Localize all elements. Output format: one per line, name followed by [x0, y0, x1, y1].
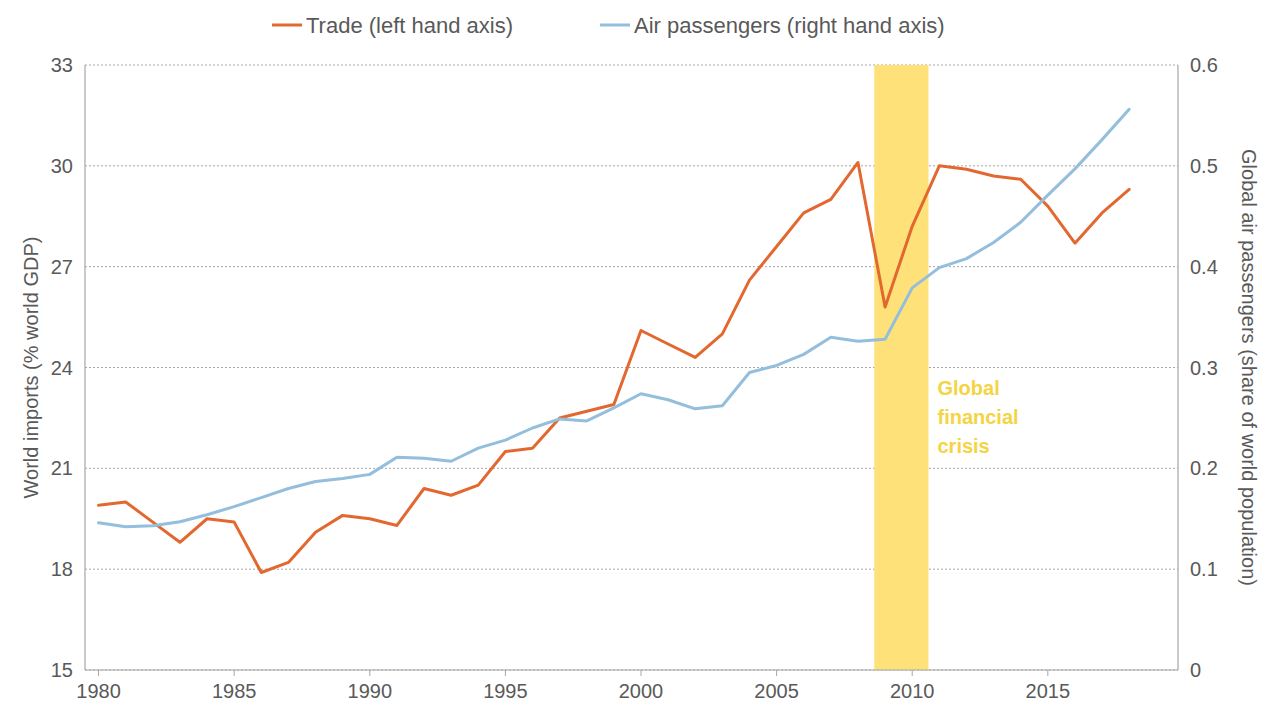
y-tick-label: 24: [51, 357, 73, 379]
x-tick-label: 1995: [483, 680, 528, 702]
grid-line: [85, 569, 1178, 570]
y2-tick-label: 0: [1190, 659, 1201, 681]
y-tick-label: 21: [51, 457, 73, 479]
y2-tick-label: 0.5: [1190, 155, 1218, 177]
crisis-band: [874, 65, 928, 670]
legend-swatch: [272, 24, 302, 27]
annotation-text: Globalfinancialcrisis: [937, 377, 1018, 457]
x-tick: [776, 670, 777, 676]
plot-area: [99, 65, 1130, 670]
x-tick-label: 1990: [348, 680, 393, 702]
series-line: [99, 162, 1130, 572]
chart: 15 18 21 24 27 30 33 0 0.1 0.2 0.3 0.4 0.5 0.6 1980 198…: [0, 0, 1280, 720]
grid-line: [85, 468, 1178, 469]
y-tick-label: 27: [51, 256, 73, 278]
x-tick-label: 1980: [76, 680, 121, 702]
x-tick-label: 2010: [890, 680, 935, 702]
grid-line: [85, 165, 1178, 166]
grid-line: [85, 266, 1178, 267]
x-tick: [234, 670, 235, 676]
y2-tick-label: 0.6: [1190, 54, 1218, 76]
x-tick: [1047, 670, 1048, 676]
x-tick-label: 2005: [754, 680, 799, 702]
x-tick: [912, 670, 913, 676]
x-tick: [369, 670, 370, 676]
y-tick-label: 33: [51, 54, 73, 76]
y2-tick-label: 0.2: [1190, 457, 1218, 479]
x-tick: [505, 670, 506, 676]
y2-tick-label: 0.4: [1190, 256, 1218, 278]
legend-label: Air passengers (right hand axis): [634, 13, 945, 38]
y-tick-label: 18: [51, 558, 73, 580]
x-tick: [98, 670, 99, 676]
x-tick: [640, 670, 641, 676]
y2-tick-label: 0.1: [1190, 558, 1218, 580]
x-tick-label: 1985: [212, 680, 257, 702]
y-axis-line: [84, 65, 85, 670]
series-line: [99, 109, 1130, 526]
y2-axis-title: Global air passengers (share of world po…: [1238, 149, 1260, 586]
y-tick-label: 15: [51, 659, 73, 681]
y2-axis-line: [1177, 65, 1178, 670]
grid-line: [85, 65, 1178, 66]
y-tick-label: 30: [51, 155, 73, 177]
legend-swatch: [600, 24, 630, 27]
grid-line: [85, 670, 1178, 671]
x-tick-label: 2015: [1026, 680, 1071, 702]
y2-tick-label: 0.3: [1190, 357, 1218, 379]
legend-label: Trade (left hand axis): [306, 13, 513, 38]
x-tick-label: 2000: [619, 680, 664, 702]
grid-line: [85, 367, 1178, 368]
y-axis-title: World imports (% world GDP): [20, 237, 42, 499]
x-axis-line: [85, 669, 1178, 670]
